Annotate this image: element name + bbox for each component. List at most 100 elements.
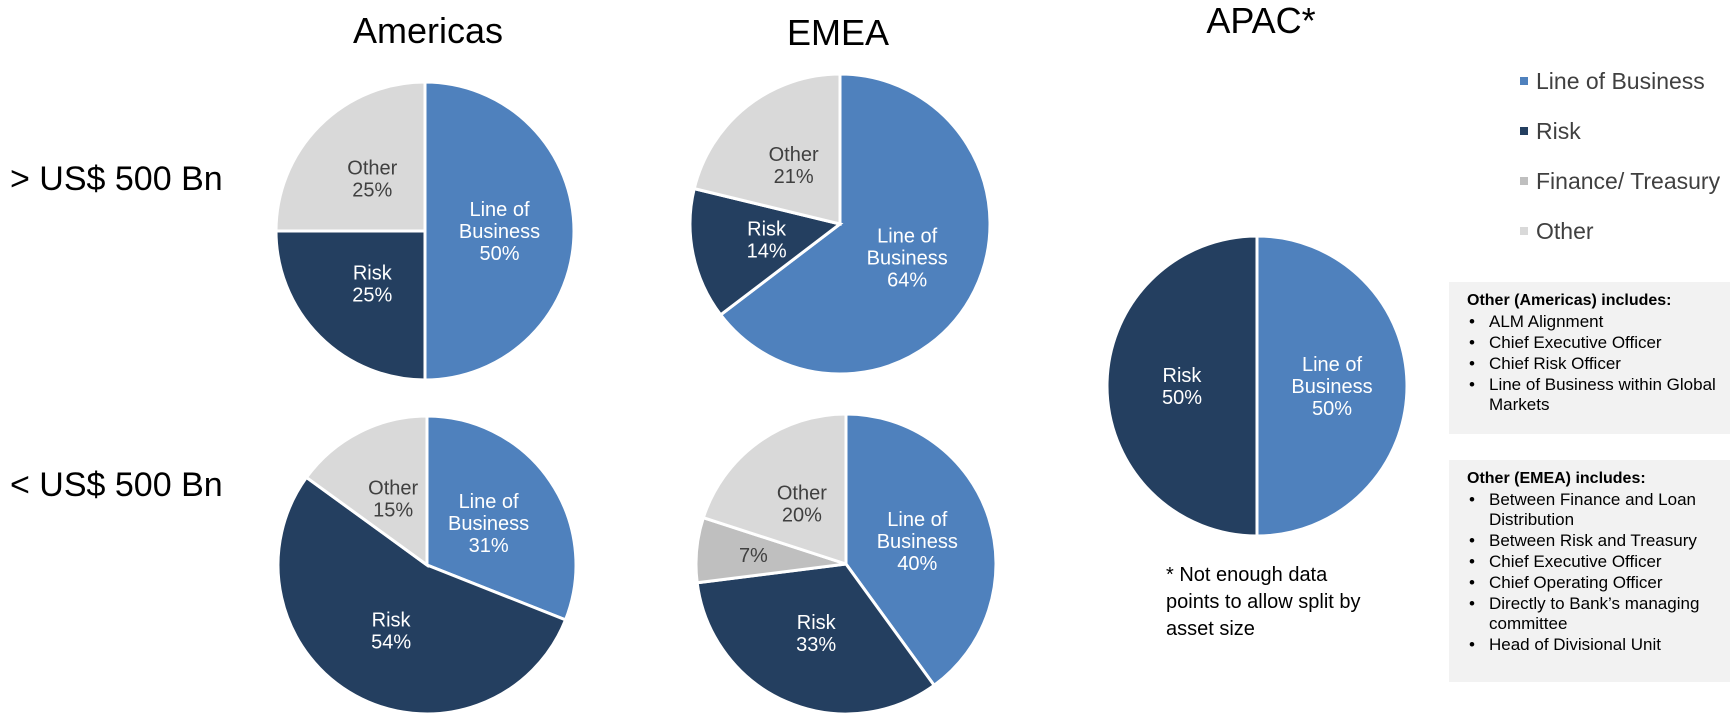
pie-slice-line-of-business [844,412,998,688]
pie-label-line: Line of [459,491,519,513]
pie-slice-risk [1105,234,1259,538]
note-title: Other (Americas) includes: [1467,292,1672,309]
note-item: ALM Alignment [1467,312,1729,332]
pie-label-line: Other [368,478,418,500]
legend-swatch [1520,127,1528,135]
row-label-above-500bn: > US$ 500 Bn [10,160,223,198]
note-item: Head of Divisional Unit [1467,635,1729,655]
legend-item-other: Other [1520,206,1720,256]
note-item: Chief Risk Officer [1467,354,1729,374]
title-americas: Americas [352,10,504,51]
pie-label-line-of-business: Line of Business 50% [459,199,540,265]
pie-label-line-of-business: Line of Business 64% [867,225,948,291]
note-other-emea: Other (EMEA) includes: Between Finance a… [1449,460,1730,682]
pie-slice-other [701,412,848,567]
legend-swatch [1520,177,1528,185]
pie-label-line: 25% [352,285,392,307]
pie-label-other: Other 20% [777,482,827,526]
pie-slice-other [274,80,427,233]
pie-label-line: 14% [747,240,787,262]
pie-slice-other [304,414,429,568]
pie-label-line: 64% [887,269,927,291]
pie-label-finance-treasury: 7% [739,545,768,567]
pie-slice-line-of-business [425,414,578,622]
pie-label-line: 50% [1312,398,1352,420]
pie-label-line: 15% [373,500,413,522]
footnote-apac: * Not enough data points to allow split … [1166,564,1361,640]
pie-label-line: 25% [352,179,392,201]
pie-label-line-of-business: Line of Business 31% [448,491,529,557]
pie-label-line: Business [877,531,958,553]
note-title: Other (EMEA) includes: [1467,470,1646,487]
pie-label-other: Other 21% [769,144,819,188]
pie-label-line: 40% [897,553,937,575]
pie-label-line: Line of [1302,354,1362,376]
pie-americas-large: Line of Business 50%Risk 25%Other 25% [274,80,576,382]
legend: Line of Business Risk Finance/ Treasury … [1520,56,1720,256]
pie-label-line-of-business: Line of Business 40% [877,509,958,575]
pie-slice-risk [276,475,568,716]
note-other-americas: Other (Americas) includes: ALM Alignment… [1449,282,1730,434]
pie-label-line: Line of [877,225,937,247]
pie-label-line: Other [769,144,819,166]
legend-swatch [1520,227,1528,235]
legend-swatch [1520,77,1528,85]
note-list: ALM Alignment Chief Executive Officer Ch… [1467,312,1729,415]
pie-americas-small: Line of Business 31% Risk 54% Other 15% [276,414,578,716]
note-item: Directly to Bank’s managing committee [1467,594,1729,634]
pie-label-line: Risk [1163,365,1203,387]
row-label-below-500bn: < US$ 500 Bn [10,466,223,504]
pie-label-line: Other [347,157,397,179]
pie-emea-small: Line of Business 40% Risk 33% 7% Other 20% [694,412,998,716]
note-item: Between Finance and Loan Distribution [1467,490,1729,530]
note-item: Chief Executive Officer [1467,552,1729,572]
pie-label-line: Line of [469,199,529,221]
pie-slice-risk [688,186,844,317]
pie-label-risk: Risk 54% [371,609,411,653]
note-item: Line of Business within Global Markets [1467,375,1729,415]
pie-label-line: 7% [739,545,768,567]
pie-label-line: 31% [469,535,509,557]
note-item: Chief Executive Officer [1467,333,1729,353]
note-item: Chief Operating Officer [1467,573,1729,593]
pie-label-line: Risk [372,609,412,631]
pie-label-risk: Risk 50% [1162,365,1202,409]
pie-label-line: 21% [774,166,814,188]
pie-slice-risk [274,229,427,382]
pie-label-other: Other 25% [347,157,397,201]
pie-label-line: 20% [782,504,822,526]
pie-label-line: Business [459,221,540,243]
pie-label-line: Line of [887,509,947,531]
pie-apac: Line of Business 50%Risk 50% [1105,234,1409,538]
note-list: Between Finance and Loan Distribution Be… [1467,490,1729,655]
title-apac: APAC* [1206,0,1316,41]
pie-label-line: Risk [353,263,393,285]
pie-label-risk: Risk 14% [747,218,787,262]
legend-label: Risk [1536,117,1581,144]
pie-label-line-of-business: Line of Business 50% [1291,354,1372,420]
pie-slice-other [692,72,842,226]
pie-label-line: Risk [797,612,837,634]
pie-label-line: Business [1291,376,1372,398]
pie-label-other: Other 15% [368,478,418,522]
pie-slice-line-of-business [718,72,992,376]
legend-label: Other [1536,217,1594,244]
pie-label-line: Business [448,513,529,535]
pie-label-line: 50% [479,243,519,265]
legend-item-finance-treasury: Finance/ Treasury [1520,156,1720,206]
legend-label: Line of Business [1536,67,1705,94]
pie-label-line: 50% [1162,387,1202,409]
pie-slice-line-of-business [423,80,576,382]
pie-label-risk: Risk 25% [352,263,392,307]
title-emea: EMEA [786,12,890,53]
legend-label: Finance/ Treasury [1536,167,1721,194]
pie-label-line: Other [777,482,827,504]
note-item: Between Risk and Treasury [1467,531,1729,551]
legend-item-risk: Risk [1520,106,1720,156]
pie-label-risk: Risk 33% [796,612,836,656]
pie-emea-large: Line of Business 64% Risk 14% Other 21% [688,72,992,376]
pie-slice-risk [695,562,937,716]
pie-label-line: Business [867,247,948,269]
legend-item-line-of-business: Line of Business [1520,56,1720,106]
pie-label-line: 54% [371,631,411,653]
